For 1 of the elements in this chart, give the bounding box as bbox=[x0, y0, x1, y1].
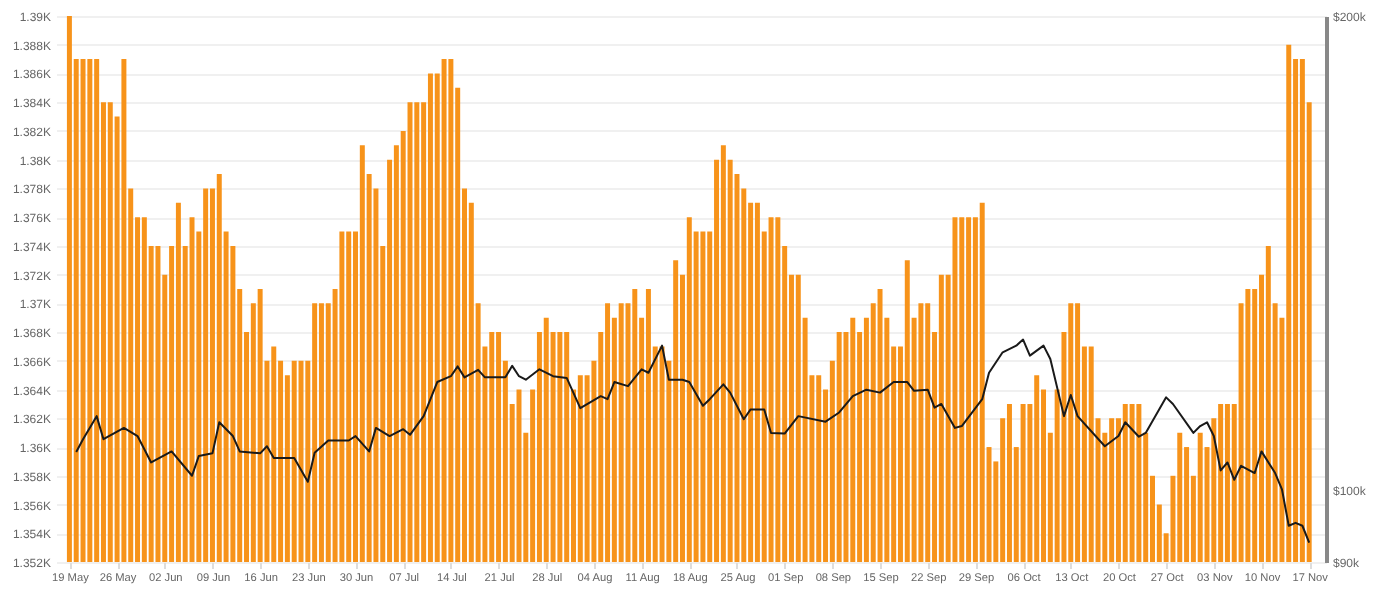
line-series bbox=[75, 338, 1311, 544]
